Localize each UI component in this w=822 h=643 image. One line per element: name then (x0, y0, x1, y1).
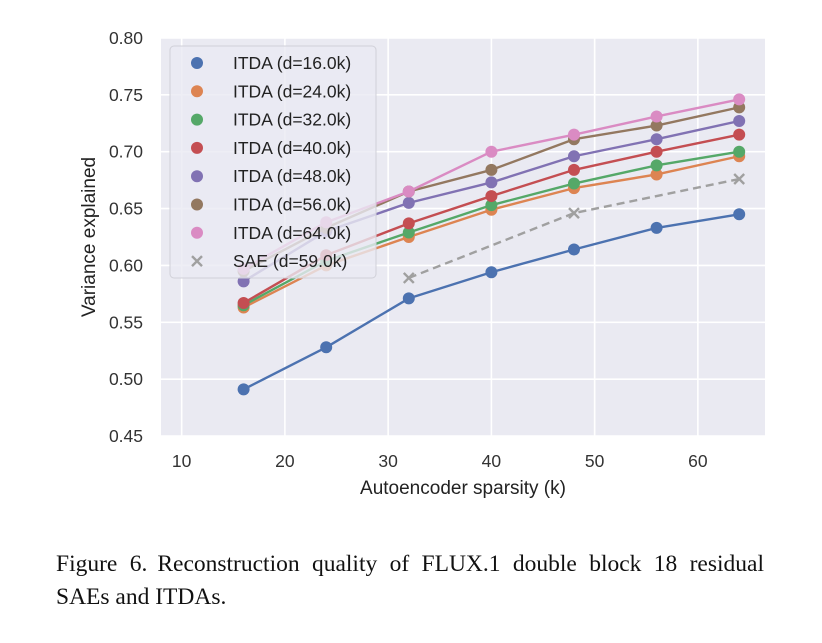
y-axis-label: Variance explained (79, 157, 100, 317)
data-point (237, 296, 250, 309)
series (237, 128, 746, 309)
legend-item: SAE (d=59.0k) (191, 251, 347, 271)
data-point (650, 168, 663, 181)
y-tick-label: 0.50 (109, 369, 143, 389)
y-tick-label: 0.65 (109, 199, 143, 219)
x-tick-label: 10 (172, 451, 192, 471)
caption-text: Reconstruction quality of FLUX.1 double … (56, 551, 764, 610)
y-tick-label: 0.60 (109, 255, 143, 275)
legend-label: ITDA (d=16.0k) (233, 53, 351, 73)
data-point (650, 110, 663, 123)
x-axis-ticks: 10 20 30 40 50 60 (172, 451, 708, 471)
data-point (191, 113, 203, 126)
x-tick-label: 40 (482, 451, 502, 471)
legend: ITDA (d=16.0k) ITDA (d=24.0k) ITDA (d=32.0… (169, 45, 377, 279)
legend-label: ITDA (d=32.0k) (233, 110, 351, 130)
data-point (237, 383, 250, 396)
data-point (191, 198, 203, 211)
data-point (650, 159, 663, 172)
x-tick-label: 20 (275, 451, 295, 471)
legend-item: ITDA (d=64.0k) (191, 223, 351, 243)
data-point (191, 226, 203, 239)
legend-label: ITDA (d=24.0k) (233, 81, 351, 101)
legend-label: SAE (d=59.0k) (233, 251, 347, 271)
data-point (567, 163, 580, 176)
data-point (402, 217, 415, 230)
data-point (402, 226, 415, 239)
legend-label: ITDA (d=40.0k) (233, 138, 351, 158)
x-axis-label: Autoencoder sparsity (k) (360, 478, 566, 499)
x-marker (191, 255, 203, 267)
x-tick-label: 50 (585, 451, 605, 471)
x-tick-label: 60 (688, 451, 708, 471)
data-point (567, 128, 580, 141)
data-point (567, 150, 580, 163)
legend-item: ITDA (d=48.0k) (191, 166, 351, 186)
y-tick-label: 0.55 (109, 312, 143, 332)
legend-item: ITDA (d=56.0k) (191, 195, 351, 215)
data-point (733, 145, 746, 158)
series (402, 173, 746, 284)
data-point (191, 170, 203, 183)
data-point (733, 128, 746, 141)
legend-box (169, 45, 377, 279)
legend-label: ITDA (d=64.0k) (233, 223, 351, 243)
y-tick-label: 0.45 (109, 426, 143, 446)
data-point (402, 292, 415, 305)
series-line (408, 177, 740, 280)
data-point (485, 190, 498, 203)
legend-item: ITDA (d=16.0k) (191, 53, 351, 73)
chart: 10 20 30 40 50 60 0.45 0.50 0.55 0.60 0.65 0.70 0.7… (79, 28, 765, 499)
data-point (485, 145, 498, 158)
figure-caption: Figure 6. Reconstruction quality of FLUX.… (56, 548, 764, 614)
data-point (191, 141, 203, 154)
data-point (191, 85, 203, 98)
y-axis-ticks: 0.45 0.50 0.55 0.60 0.65 0.70 0.75 0.80 (109, 28, 143, 446)
data-point (567, 177, 580, 190)
y-tick-label: 0.80 (109, 28, 143, 48)
data-point (650, 221, 663, 234)
y-tick-label: 0.70 (109, 142, 143, 162)
data-point (320, 341, 333, 354)
data-point (402, 196, 415, 209)
data-point (191, 57, 203, 69)
data-point (650, 133, 663, 146)
data-point (485, 266, 498, 279)
series-layer (237, 93, 746, 396)
figure-label: Figure 6. (56, 551, 148, 577)
series (237, 208, 746, 396)
legend-item: ITDA (d=32.0k) (191, 110, 351, 130)
data-point (733, 93, 746, 106)
x-marker (568, 207, 580, 219)
data-point (402, 185, 415, 198)
legend-item: ITDA (d=24.0k) (191, 81, 351, 101)
legend-item: ITDA (d=40.0k) (191, 138, 351, 158)
legend-label: ITDA (d=48.0k) (233, 166, 351, 186)
data-point (733, 115, 746, 128)
x-marker (402, 272, 415, 284)
x-tick-label: 30 (378, 451, 398, 471)
data-point (733, 208, 746, 221)
x-marker (733, 173, 746, 185)
data-point (567, 243, 580, 256)
data-point (485, 163, 498, 176)
data-point (650, 145, 663, 158)
data-point (650, 119, 663, 132)
data-point (485, 199, 498, 212)
y-tick-label: 0.75 (109, 85, 143, 105)
legend-label: ITDA (d=56.0k) (233, 195, 351, 215)
data-point (485, 176, 498, 189)
